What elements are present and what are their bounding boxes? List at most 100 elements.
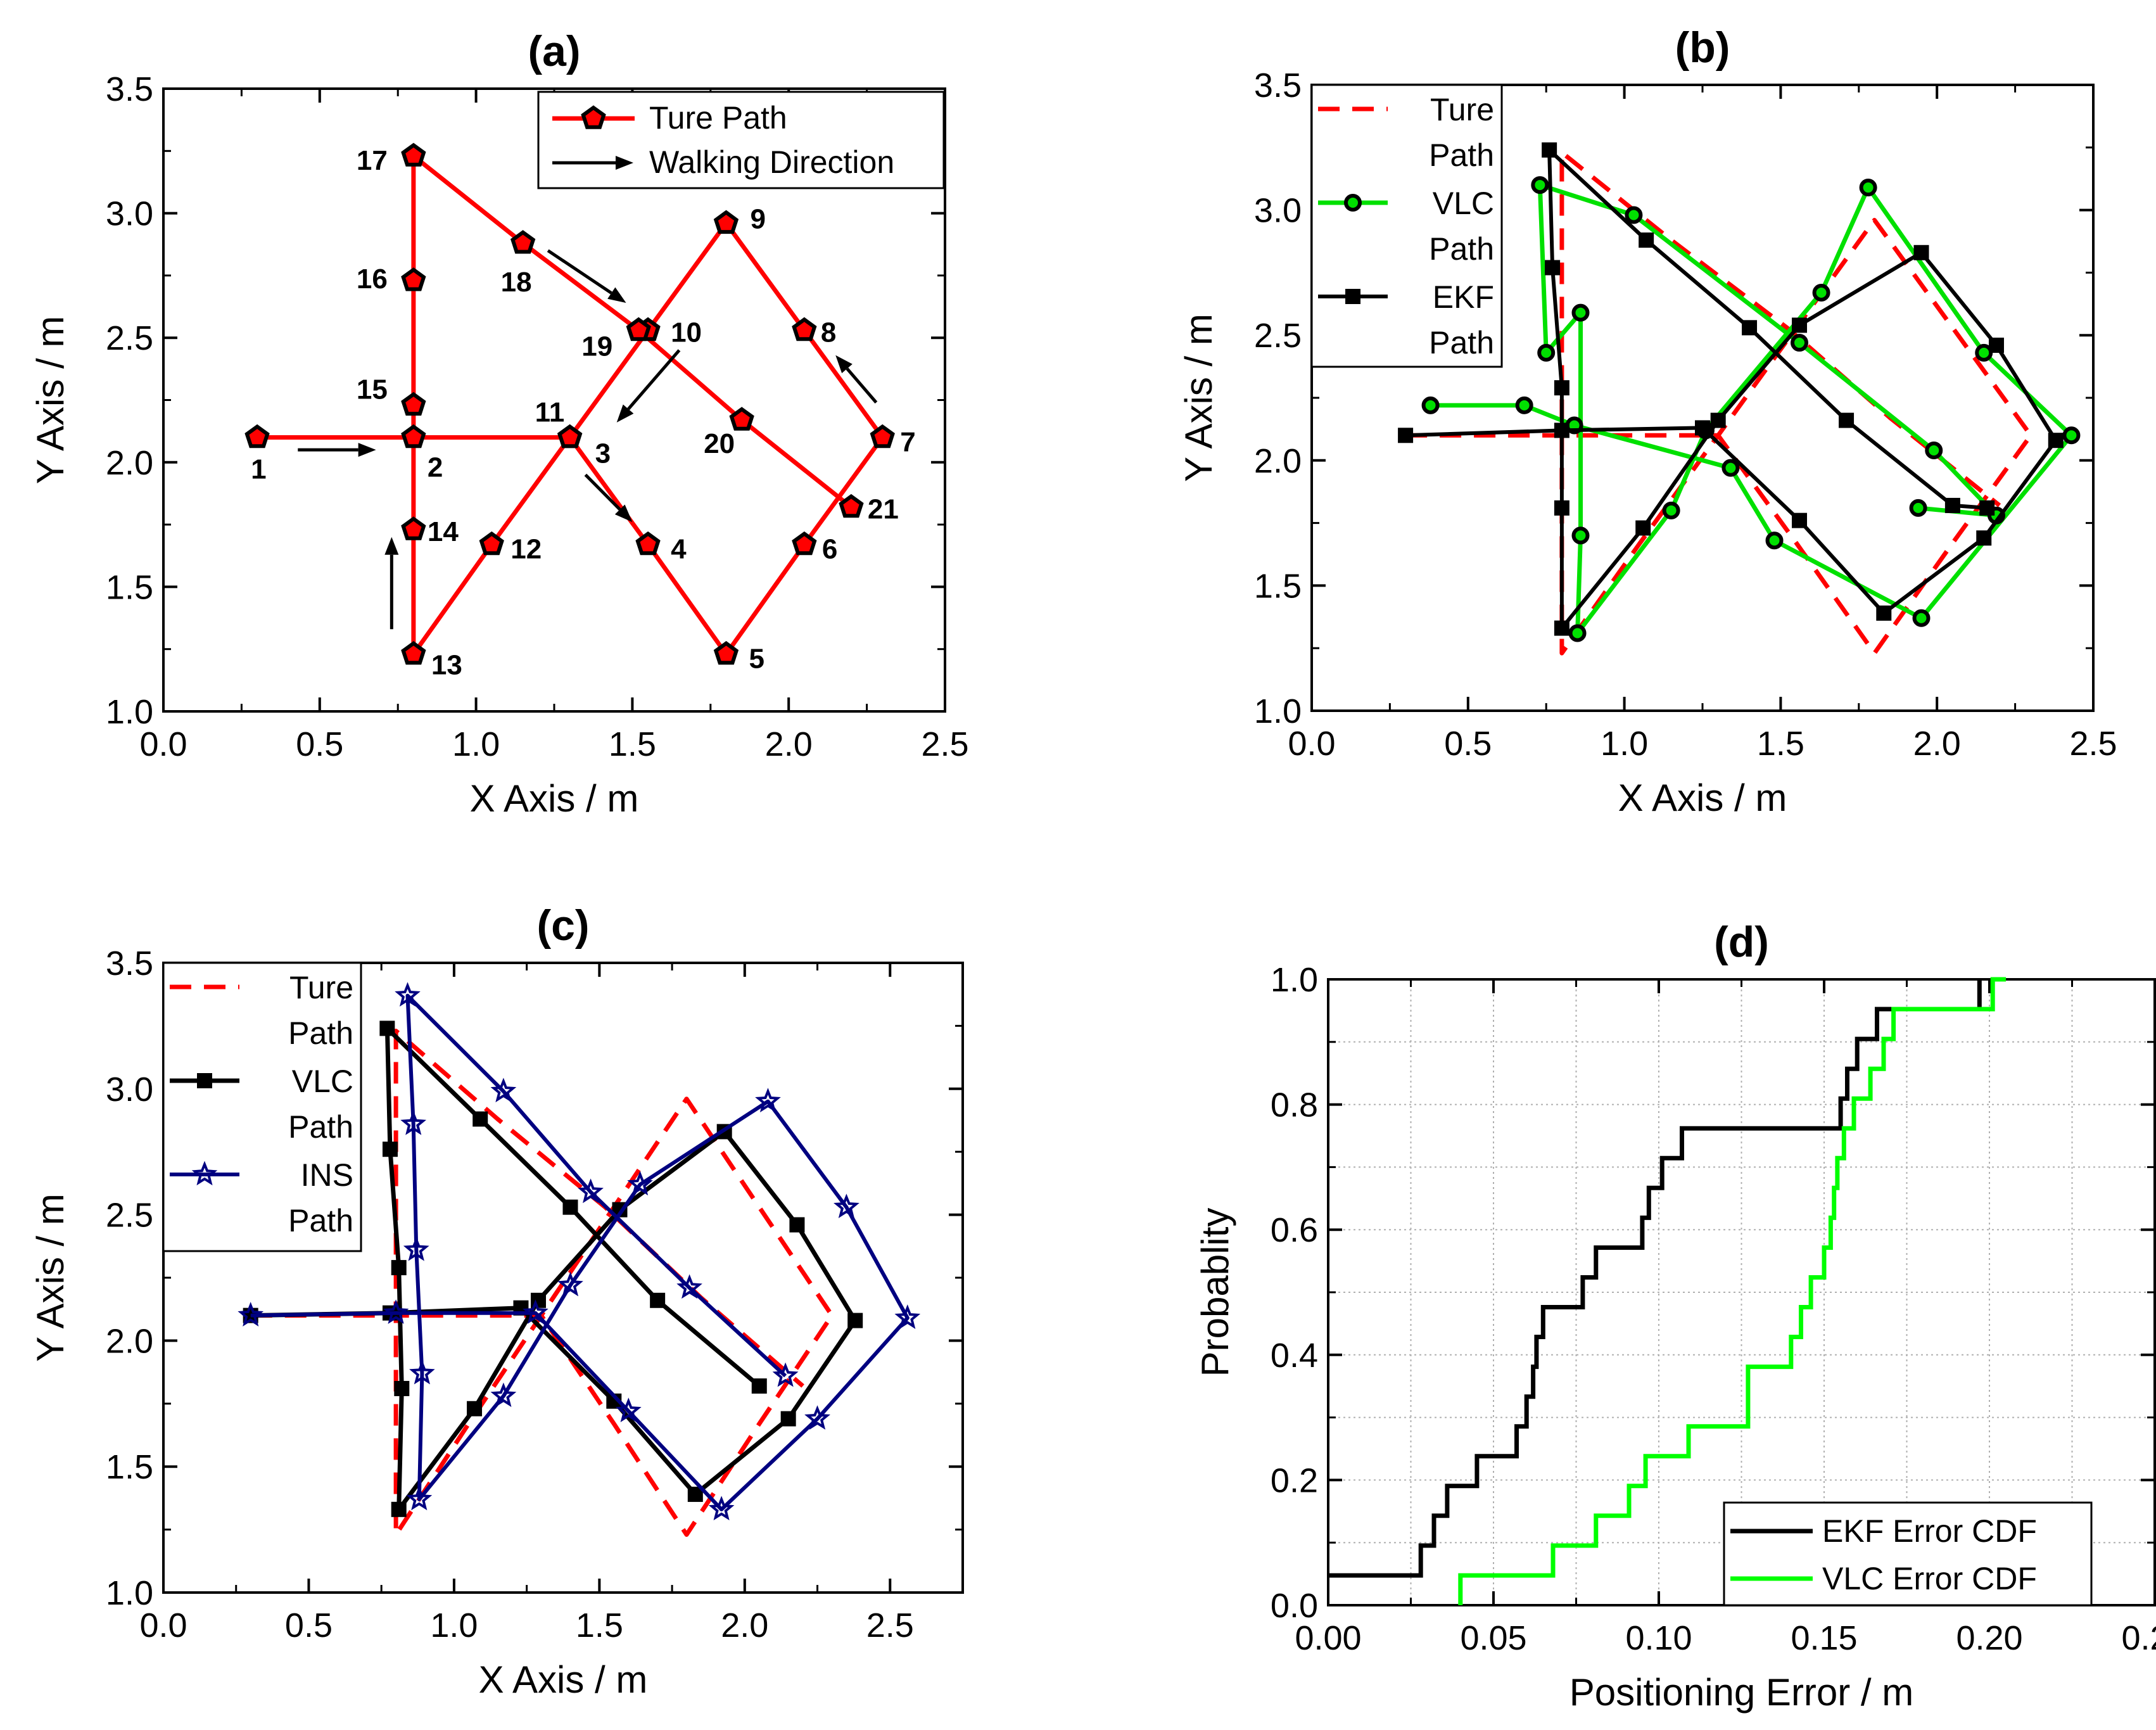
y-tick-label: 1.5 — [1254, 567, 1302, 605]
y-tick-label: 1.0 — [1271, 961, 1318, 999]
x-tick-label: 0.20 — [1956, 1619, 2022, 1657]
series-marker-vlc-path — [1662, 501, 1680, 519]
series-marker-vlc-path — [1909, 499, 1927, 517]
y-tick-label: 2.0 — [106, 1322, 153, 1360]
series-marker-vlc-path — [847, 1313, 863, 1328]
series-marker-ins-path — [755, 1088, 781, 1112]
path-point-marker — [401, 424, 426, 448]
path-point-marker — [792, 317, 817, 341]
legend-label-line2: Path — [288, 1015, 353, 1051]
series-marker-ins-path — [627, 1171, 653, 1196]
legend-box — [537, 91, 945, 189]
series-marker-vlc-path — [379, 1021, 395, 1036]
path-point-label: 13 — [431, 650, 462, 681]
legend-label: EKF — [1433, 279, 1494, 315]
x-tick-label: 0.0 — [139, 725, 187, 763]
series-marker-ins-path — [578, 1178, 604, 1204]
legend-true-path-label: Ture Path — [649, 100, 787, 136]
y-tick-label: 2.5 — [106, 319, 153, 357]
y-tick-label: 3.5 — [106, 945, 153, 983]
x-tick-label: 0.15 — [1791, 1619, 1857, 1657]
panel-c: 0.0 0.5 1.0 1.5 2.0 2.5 1.0 1.5 2.0 2.5 3.0 3.5 (c) X… — [29, 901, 964, 1701]
series-marker-vlc-path — [382, 1142, 398, 1157]
x-axis-label: X Axis / m — [470, 777, 639, 820]
series-marker-ekf-path — [1554, 423, 1569, 438]
cdf-line-vlc-error-cdf — [1458, 977, 2007, 1605]
legend-label-line2: Path — [1429, 231, 1494, 267]
path-point-label: 20 — [704, 428, 735, 459]
series-marker-ekf-path — [1742, 320, 1758, 336]
path-point-marker — [401, 391, 426, 416]
x-axis-label: Positioning Error / m — [1569, 1671, 1914, 1714]
cdf-line-ekf-error-cdf — [1328, 979, 1982, 1578]
panel-title: (a) — [528, 27, 580, 75]
series-marker-ekf-path — [1976, 530, 1992, 546]
path-point-label: 8 — [821, 317, 836, 348]
path-point-marker — [401, 143, 426, 167]
series-marker-ekf-path — [1635, 520, 1651, 536]
legend-label-line2: Path — [288, 1203, 353, 1238]
walking-direction-arrow — [627, 349, 681, 410]
path-point-marker — [557, 424, 583, 448]
x-tick-label: 1.5 — [1757, 725, 1804, 763]
path-point-marker — [870, 424, 895, 448]
path-point-label: 7 — [900, 426, 915, 457]
y-tick-label: 3.0 — [106, 1071, 153, 1109]
series-marker-vlc-path — [1625, 206, 1643, 224]
x-tick-label: 0.0 — [139, 1606, 187, 1644]
series-marker-vlc-path — [467, 1401, 483, 1416]
y-tick-label: 2.0 — [106, 444, 153, 482]
path-point-label: 4 — [671, 534, 687, 565]
series-marker-ins-path — [238, 1302, 264, 1327]
panel-d: 0.00 0.05 0.10 0.15 0.20 0.25 0.0 0.2 0.4 0.6 0.8 1… — [1194, 918, 2156, 1714]
path-point-marker — [839, 493, 864, 518]
y-tick-label: 0.8 — [1271, 1086, 1318, 1124]
path-point-label: 17 — [357, 145, 388, 176]
legend-label: EKF Error CDF — [1822, 1513, 2037, 1549]
series-marker-vlc-path — [2062, 426, 2081, 445]
series-marker-ekf-path — [1913, 245, 1929, 260]
series-marker-vlc-path — [751, 1378, 767, 1394]
x-tick-label: 2.0 — [1913, 725, 1961, 763]
path-point-label: 6 — [822, 534, 837, 565]
x-tick-label: 1.0 — [430, 1606, 478, 1644]
path-point-label: 21 — [868, 494, 899, 525]
path-point-marker — [729, 407, 754, 431]
x-tick-label: 1.5 — [609, 725, 656, 763]
legend: Ture Path VLC Path INS Path — [162, 962, 362, 1252]
legend-label: VLC Error CDF — [1822, 1561, 2037, 1596]
series-marker-ins-path — [708, 1496, 735, 1521]
legend-label: Ture — [289, 970, 353, 1005]
path-point-label: 3 — [595, 438, 611, 469]
path-point-marker — [510, 230, 536, 254]
series-marker-ekf-path — [1876, 605, 1892, 621]
series-marker-ins-path — [834, 1193, 859, 1218]
x-axis-label: X Axis / m — [479, 1658, 648, 1701]
x-tick-label: 2.5 — [921, 725, 968, 763]
x-tick-label: 2.5 — [866, 1606, 914, 1644]
series-marker-vlc-path — [1515, 396, 1533, 414]
walking-direction-arrowhead — [607, 287, 626, 303]
series-marker-ins-path — [406, 1485, 433, 1511]
panel-title: (b) — [1675, 23, 1730, 72]
walking-direction-arrowhead — [614, 504, 633, 523]
series-line-vlc-path — [1430, 182, 2074, 635]
series-marker-vlc-path — [1975, 343, 1993, 362]
y-tick-label: 2.0 — [1254, 442, 1302, 480]
series-marker-vlc-path — [1925, 441, 1943, 459]
series-marker-ins-path — [676, 1274, 702, 1299]
y-tick-label: 2.5 — [1254, 317, 1302, 355]
x-tick-label: 1.0 — [1601, 725, 1648, 763]
path-point-label: 16 — [357, 264, 388, 295]
path-point-label: 9 — [750, 203, 765, 234]
series-marker-ins-path — [772, 1362, 799, 1387]
series-marker-vlc-path — [1765, 531, 1784, 550]
series-marker-ins-path — [403, 1236, 429, 1261]
y-tick-label: 1.0 — [1254, 692, 1302, 730]
x-tick-label: 0.10 — [1625, 1619, 1692, 1657]
x-tick-label: 0.25 — [2121, 1619, 2156, 1657]
path-point-label: 14 — [428, 516, 459, 547]
grid-lines — [1328, 979, 2155, 1605]
path-point-label: 11 — [535, 397, 565, 428]
